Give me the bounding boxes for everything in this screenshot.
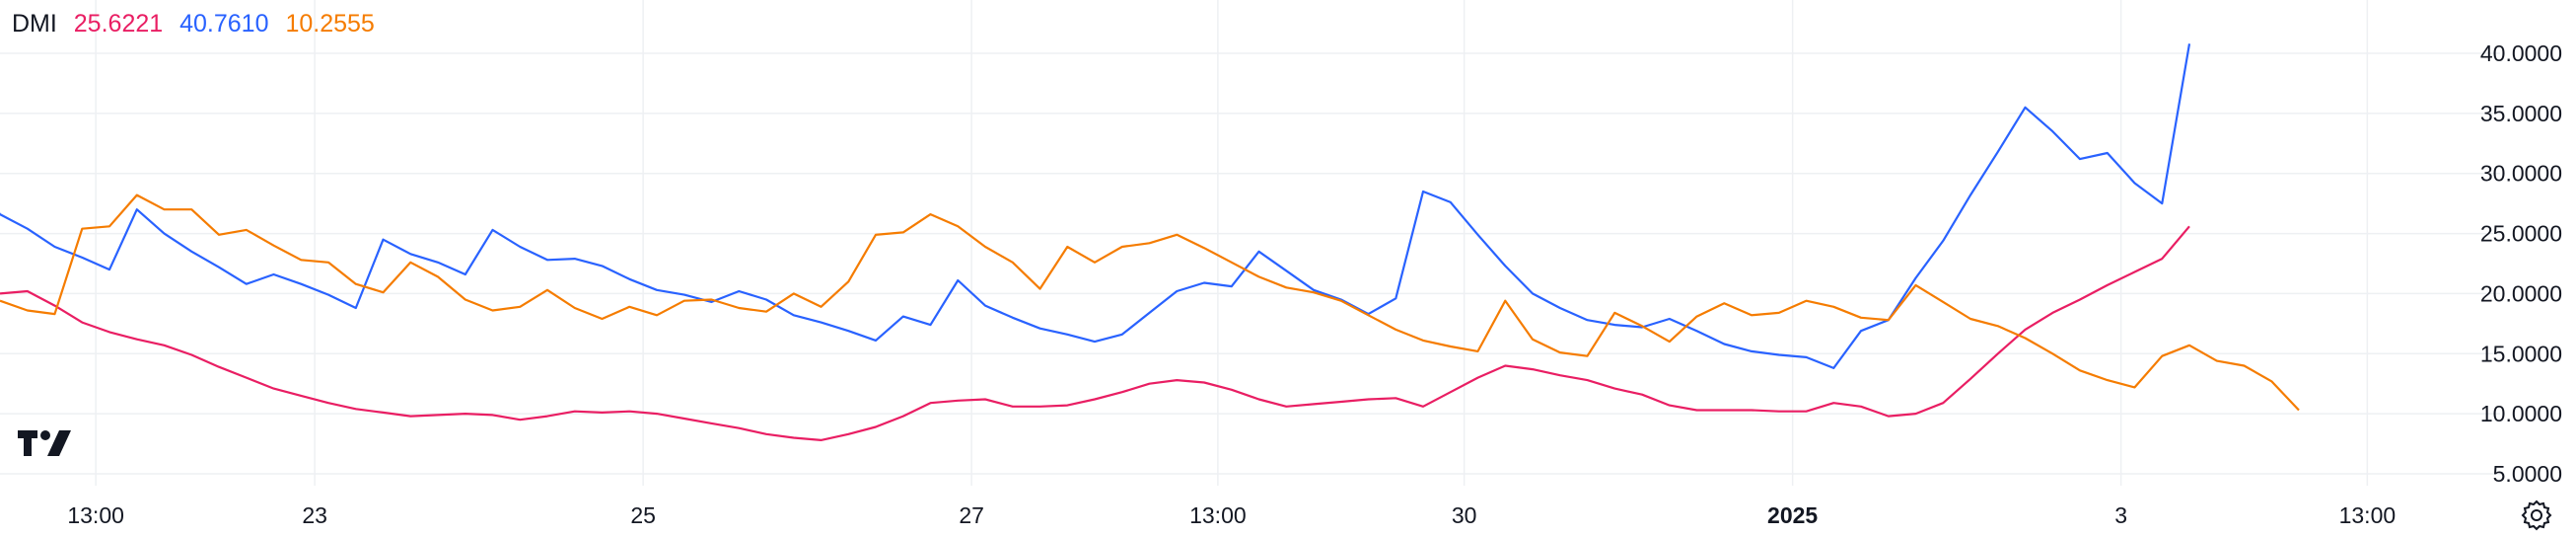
y-tick-label: 15.0000 — [2480, 341, 2562, 366]
y-tick-label: 35.0000 — [2480, 101, 2562, 126]
y-tick-label: 25.0000 — [2480, 221, 2562, 247]
y-tick-label: 40.0000 — [2480, 40, 2562, 66]
settings-gear-icon[interactable] — [2520, 499, 2553, 532]
series-line-di — [0, 193, 2300, 412]
x-tick-label: 27 — [959, 502, 984, 528]
x-tick-label: 3 — [2114, 502, 2127, 528]
series-line-di — [0, 43, 2191, 369]
indicator-name: DMI — [12, 10, 57, 38]
adx-value: 25.6221 — [73, 10, 164, 38]
y-tick-label: 5.0000 — [2493, 461, 2562, 487]
tradingview-logo-icon — [18, 430, 71, 456]
x-tick-label: 13:00 — [2339, 502, 2397, 528]
plus-di-value: 40.7610 — [179, 10, 269, 38]
x-tick-label: 13:00 — [1189, 502, 1247, 528]
grid-lines — [0, 0, 2500, 486]
y-tick-label: 10.0000 — [2480, 401, 2562, 426]
x-tick-label: 25 — [630, 502, 656, 528]
chart-legend: DMI 25.6221 40.7610 10.2555 — [12, 10, 385, 38]
series-lines — [0, 43, 2300, 441]
y-tick-label: 20.0000 — [2480, 280, 2562, 306]
series-line-adx — [0, 225, 2190, 441]
y-axis: 5.0000 10.0000 15.0000 20.0000 25.0000 30.000… — [2480, 40, 2562, 487]
x-tick-label: 30 — [1452, 502, 1477, 528]
minus-di-value: 10.2555 — [285, 10, 375, 38]
y-tick-label: 30.0000 — [2480, 161, 2562, 187]
x-tick-label: 23 — [302, 502, 327, 528]
x-tick-label: 13:00 — [67, 502, 124, 528]
x-tick-label: 2025 — [1767, 502, 1818, 528]
